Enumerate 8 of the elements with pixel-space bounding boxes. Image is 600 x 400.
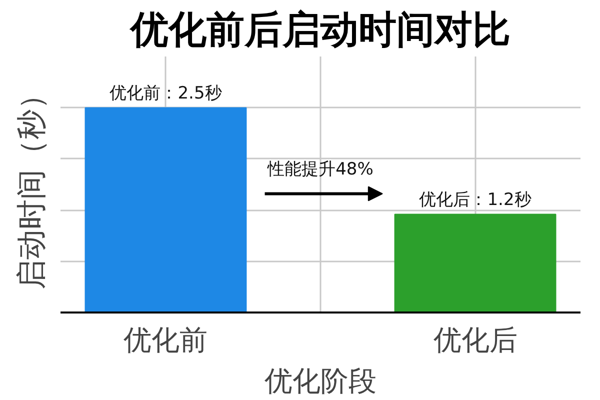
x-axis-title: 优化阶段 — [264, 364, 376, 398]
data-label: 优化前：2.5秒 — [110, 84, 222, 104]
x-tick-label: 优化后 — [433, 324, 518, 356]
annotation: 性能提升48% — [266, 160, 374, 180]
x-tick-label: 优化前 — [124, 324, 208, 356]
y-axis-title: 启动时间（秒） — [14, 80, 50, 290]
chart-title: 优化前后启动时间对比 — [128, 8, 510, 52]
data-label: 优化后：1.2秒 — [419, 190, 532, 210]
